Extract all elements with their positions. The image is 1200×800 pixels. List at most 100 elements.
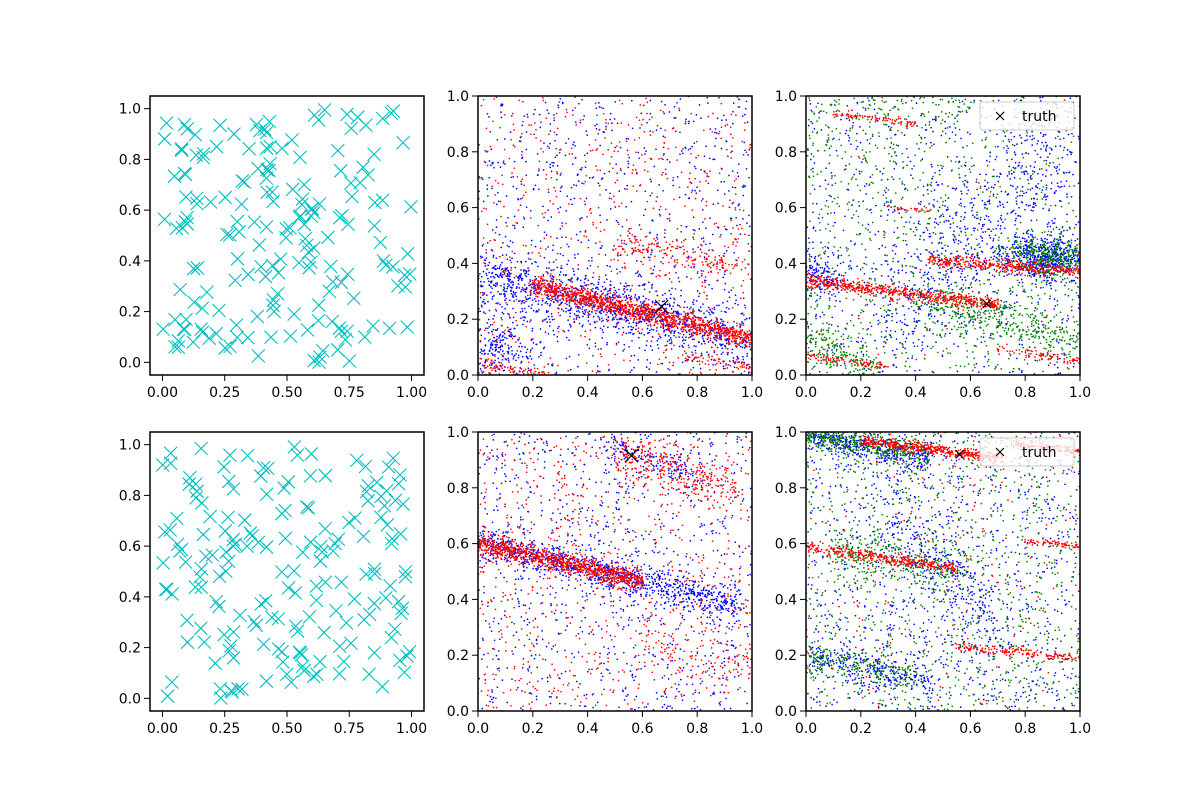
data-point	[680, 294, 682, 297]
data-point	[640, 275, 643, 278]
data-point	[526, 113, 529, 116]
data-point	[722, 365, 725, 368]
data-point	[616, 179, 619, 182]
data-point	[325, 274, 340, 289]
data-point	[517, 283, 520, 285]
data-point	[558, 211, 560, 214]
data-point	[735, 322, 738, 325]
data-point	[494, 179, 497, 182]
data-point	[681, 318, 683, 321]
data-point	[727, 155, 729, 158]
data-point	[555, 371, 558, 374]
data-point	[494, 273, 497, 276]
data-point	[481, 210, 483, 213]
data-point	[727, 246, 730, 249]
data-point	[618, 245, 621, 248]
data-point	[692, 334, 695, 337]
data-point	[529, 209, 532, 212]
data-point	[602, 107, 605, 110]
data-point	[663, 236, 666, 239]
data-point	[479, 255, 482, 258]
data-point	[703, 323, 706, 326]
data-point	[404, 199, 418, 214]
data-point	[506, 258, 509, 261]
data-point	[311, 113, 326, 127]
data-point	[649, 134, 652, 137]
data-point	[549, 123, 552, 125]
data-point	[538, 282, 540, 285]
data-point	[557, 104, 559, 107]
data-point	[716, 267, 718, 270]
data-point	[494, 370, 497, 372]
data-point	[744, 149, 746, 152]
data-point	[519, 204, 522, 207]
data-point	[346, 291, 361, 306]
data-point	[513, 160, 516, 163]
data-point	[645, 366, 648, 368]
data-point	[545, 161, 548, 163]
data-point	[642, 118, 644, 121]
data-point	[662, 262, 664, 265]
data-point	[501, 174, 503, 177]
data-point	[713, 351, 716, 353]
data-point	[630, 300, 632, 303]
data-point	[666, 158, 669, 161]
data-point	[577, 264, 580, 266]
data-point	[241, 267, 255, 282]
data-point	[664, 129, 667, 132]
data-point	[734, 193, 737, 195]
data-point	[696, 272, 699, 275]
data-point	[680, 241, 683, 244]
data-point	[664, 315, 666, 318]
data-point	[543, 142, 545, 144]
data-point	[579, 279, 582, 282]
data-point	[491, 362, 494, 365]
data-point	[724, 347, 727, 349]
data-point	[715, 322, 718, 324]
data-point	[707, 337, 710, 339]
data-point	[653, 308, 655, 311]
data-point	[737, 237, 740, 240]
data-point	[502, 241, 504, 244]
data-point	[664, 229, 666, 231]
data-point	[587, 279, 590, 282]
data-point	[1062, 250, 1065, 253]
data-point	[698, 181, 701, 183]
data-point	[747, 263, 750, 266]
data-point	[1042, 262, 1044, 265]
data-point	[719, 362, 722, 365]
data-point	[254, 259, 268, 274]
data-point	[715, 262, 718, 265]
data-point	[1031, 273, 1034, 276]
data-point	[1045, 283, 1048, 286]
data-point	[998, 258, 1000, 261]
data-point	[703, 340, 705, 343]
data-point	[672, 176, 675, 179]
data-point	[723, 288, 726, 291]
data-point	[532, 342, 535, 344]
data-point	[735, 330, 737, 332]
data-point	[701, 208, 704, 211]
data-point	[500, 275, 503, 278]
data-point	[489, 343, 492, 346]
data-point	[579, 119, 582, 121]
data-point	[491, 298, 494, 300]
data-point	[705, 253, 708, 255]
data-point	[605, 118, 607, 121]
data-point	[634, 294, 637, 296]
data-point	[716, 353, 718, 356]
data-point	[513, 145, 516, 148]
data-point	[517, 279, 520, 282]
data-point	[542, 347, 545, 350]
data-point	[565, 210, 568, 212]
data-point	[662, 314, 665, 317]
data-point	[642, 311, 645, 313]
data-point	[615, 343, 618, 346]
data-point	[667, 147, 670, 150]
data-point	[623, 296, 626, 298]
data-point	[486, 327, 489, 330]
data-point	[725, 364, 727, 367]
data-point	[498, 233, 501, 236]
data-point	[672, 184, 675, 187]
data-point	[579, 217, 582, 220]
